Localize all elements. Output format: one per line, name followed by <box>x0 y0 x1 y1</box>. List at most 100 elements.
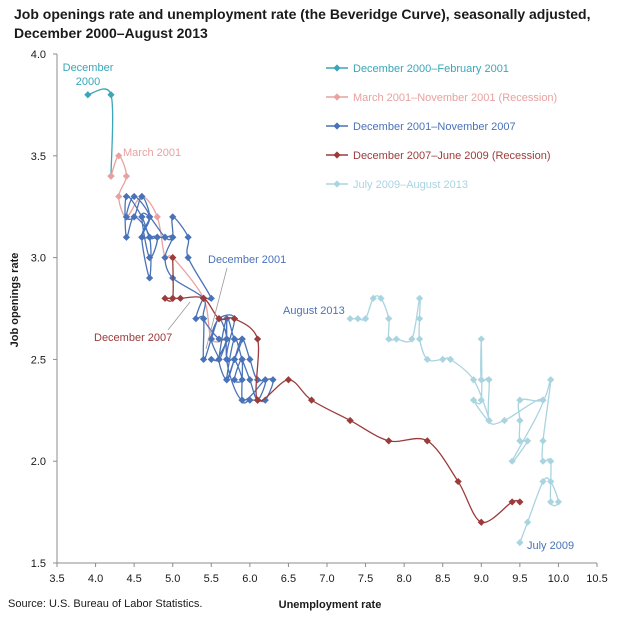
x-tick-label: 8.0 <box>396 573 411 585</box>
series-5-point <box>477 396 485 404</box>
series-3-point <box>169 233 177 241</box>
series-3-point <box>199 315 208 323</box>
series-4-point <box>477 518 485 526</box>
series-3-point <box>223 335 231 343</box>
series-4-point <box>169 294 177 302</box>
series-2-point <box>122 172 131 180</box>
series-5-point <box>346 315 354 323</box>
series-line-2 <box>110 155 227 343</box>
series-4-point <box>284 376 293 384</box>
series-4-point <box>230 315 239 323</box>
series-5-point <box>477 335 485 343</box>
series-3-point <box>138 192 146 201</box>
series-2-point <box>153 213 161 221</box>
series-3-point <box>207 335 215 343</box>
series-line-4 <box>163 257 521 524</box>
series-3-point <box>153 233 161 241</box>
series-3-point <box>145 254 154 262</box>
series-5-point <box>539 396 547 404</box>
series-line-5 <box>350 295 560 543</box>
chart-title: Job openings rate and unemployment rate … <box>14 5 614 43</box>
y-tick-label: 3.5 <box>31 151 46 163</box>
y-tick-label: 3.0 <box>31 253 46 265</box>
series-5-point <box>385 315 393 323</box>
legend-entry-2: March 2001–November 2001 (Recession) <box>353 92 557 104</box>
x-tick-label: 4.0 <box>88 573 103 585</box>
x-tick-label: 6.0 <box>242 573 257 585</box>
series-3-point <box>192 315 200 323</box>
y-tick-label: 4.0 <box>31 49 46 61</box>
annotation-4: December 2001 <box>208 254 286 266</box>
series-5-point <box>516 416 524 425</box>
series-5-point <box>485 416 493 425</box>
legend-swatch-marker <box>333 122 341 130</box>
series-4-point <box>215 315 223 323</box>
chart-title-line-1: Job openings rate and unemployment rate … <box>14 6 591 22</box>
series-3-point <box>199 355 208 363</box>
x-tick-label: 9.0 <box>474 573 489 585</box>
y-tick-label: 2.0 <box>31 456 46 468</box>
series-5-point <box>547 477 555 486</box>
series-3-point <box>269 376 277 384</box>
legend-entry-1: December 2000–February 2001 <box>353 63 509 75</box>
series-4-point <box>253 396 262 404</box>
series-3-point <box>122 192 131 201</box>
source-note: Source: U.S. Bureau of Labor Statistics. <box>8 598 203 610</box>
chart-title-line-2: December 2000–August 2013 <box>14 25 208 41</box>
series-3-point <box>261 376 269 384</box>
leader-december-2007 <box>167 301 191 331</box>
series-5-point <box>539 457 547 465</box>
series-5-point <box>369 294 377 302</box>
series-3-point <box>230 335 239 343</box>
series-5-point <box>508 457 516 465</box>
series-4-point <box>454 477 462 486</box>
series-5-point <box>516 539 524 547</box>
series-3-point <box>238 376 246 384</box>
series-3-point <box>184 254 192 262</box>
series-5-point <box>469 376 478 384</box>
series-5-point <box>547 457 555 465</box>
series-3-point <box>238 396 246 404</box>
legend-swatch-marker <box>333 93 341 101</box>
series-4-point <box>423 437 431 445</box>
series-4-point <box>346 416 354 425</box>
series-5-point <box>385 335 393 343</box>
y-axis-title: Job openings rate <box>9 253 21 348</box>
series-4-point <box>199 294 208 302</box>
series-3-point <box>246 355 254 363</box>
series-3-point <box>138 213 146 221</box>
series-3-point <box>207 355 215 363</box>
series-5-point <box>554 498 563 506</box>
series-3-point <box>138 233 146 241</box>
series-3-point <box>261 396 269 404</box>
annotation-1: December <box>63 62 114 74</box>
x-tick-label: 7.0 <box>319 573 334 585</box>
y-tick-label: 1.5 <box>31 558 46 570</box>
series-5-point <box>539 437 547 445</box>
leader-december-2001 <box>205 267 228 350</box>
series-5-point <box>439 355 447 363</box>
series-5-point <box>547 498 555 506</box>
series-3-point <box>122 233 131 241</box>
series-2-point <box>107 172 115 180</box>
series-5-point <box>539 477 547 486</box>
x-tick-label: 4.5 <box>126 573 141 585</box>
series-5-point <box>415 294 424 302</box>
legend-entry-3: December 2001–November 2007 <box>353 121 516 133</box>
series-3-point <box>161 233 169 241</box>
series-4-point <box>176 294 185 302</box>
series-5-point <box>523 518 532 526</box>
series-4-point <box>253 335 262 343</box>
series-4-point <box>385 437 393 445</box>
series-3-point <box>207 294 215 302</box>
series-3-point <box>246 396 254 404</box>
x-tick-label: 5.0 <box>165 573 180 585</box>
series-4-point <box>508 498 516 506</box>
series-4-point <box>161 294 169 302</box>
series-3-point <box>169 213 177 221</box>
series-3-point <box>145 274 154 282</box>
series-5-point <box>423 355 431 363</box>
series-3-point <box>230 376 239 384</box>
series-2-point <box>115 152 123 160</box>
